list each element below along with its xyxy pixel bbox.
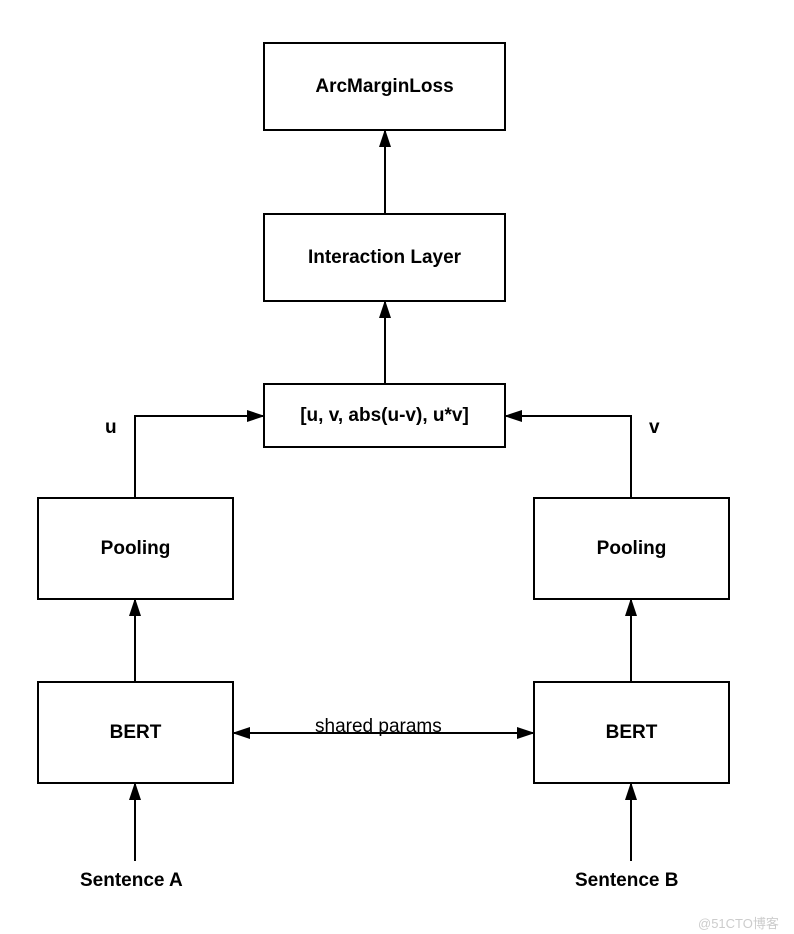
node-label: BERT [606,722,658,744]
watermark: @51CTO博客 [698,913,779,932]
label-sentence-b: Sentence B [575,870,678,892]
node-bert-right: BERT [533,681,730,784]
node-label: ArcMarginLoss [315,76,453,98]
node-label: Pooling [597,538,667,560]
node-feature-vector: [u, v, abs(u-v), u*v] [263,383,506,448]
node-label: Interaction Layer [308,247,461,269]
edges-layer [0,0,794,934]
label-sentence-a: Sentence A [80,870,183,892]
label-shared-params: shared params [315,716,442,738]
node-bert-left: BERT [37,681,234,784]
node-label: BERT [110,722,162,744]
node-interaction-layer: Interaction Layer [263,213,506,302]
node-label: Pooling [101,538,171,560]
label-v: v [649,417,660,439]
node-pooling-right: Pooling [533,497,730,600]
node-pooling-left: Pooling [37,497,234,600]
node-arcmarginloss: ArcMarginLoss [263,42,506,131]
node-label: [u, v, abs(u-v), u*v] [300,405,469,427]
label-u: u [105,417,117,439]
architecture-diagram: ArcMarginLoss Interaction Layer [u, v, a… [0,0,794,934]
